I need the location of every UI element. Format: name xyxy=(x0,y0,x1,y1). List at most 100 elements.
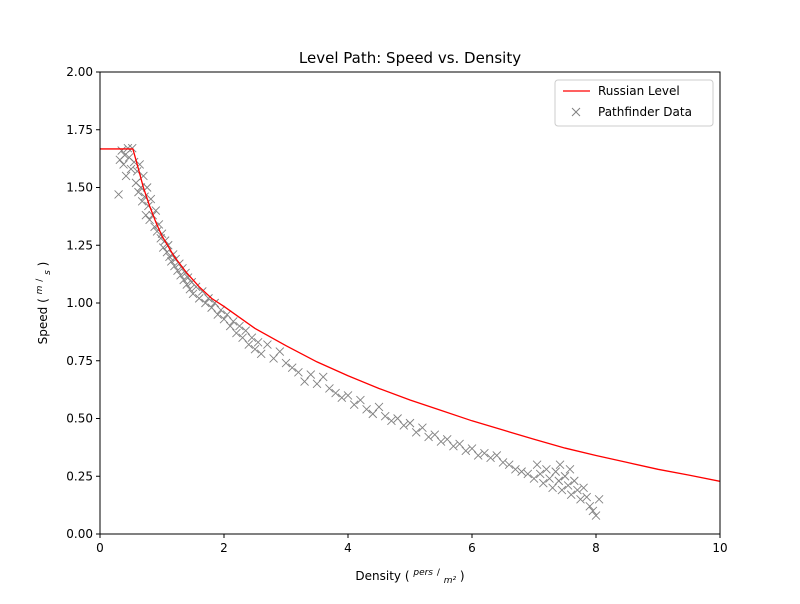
data-point xyxy=(121,171,131,181)
y-tick-label: 0.75 xyxy=(66,354,93,368)
data-point xyxy=(405,418,415,428)
data-point xyxy=(380,411,390,421)
data-point xyxy=(418,423,427,433)
data-point xyxy=(137,197,147,206)
y-tick-label: 1.75 xyxy=(66,123,93,137)
series-line-russian-level xyxy=(100,148,720,482)
data-point xyxy=(145,215,154,225)
data-point xyxy=(158,243,168,252)
data-point xyxy=(204,294,213,303)
y-axis-label-text: Speed xyxy=(36,307,50,345)
data-point xyxy=(393,414,402,423)
x-axis-label-paren-close: ) xyxy=(460,569,465,583)
data-point xyxy=(253,337,263,347)
data-point xyxy=(424,432,433,442)
data-point xyxy=(356,395,365,405)
data-point xyxy=(225,321,235,331)
data-point xyxy=(565,465,575,474)
y-tick-label: 0.00 xyxy=(66,527,93,541)
line-series-russian-level xyxy=(100,148,720,482)
data-point xyxy=(551,467,561,476)
data-point xyxy=(275,347,285,356)
data-point xyxy=(430,430,440,439)
data-point xyxy=(566,490,576,500)
data-point xyxy=(576,495,585,504)
y-tick-label: 1.00 xyxy=(66,296,93,310)
legend-box xyxy=(554,79,714,127)
data-point xyxy=(374,402,384,412)
data-point xyxy=(535,469,545,479)
data-point xyxy=(318,372,328,382)
data-point xyxy=(166,257,176,266)
data-point xyxy=(216,305,226,315)
data-point xyxy=(523,469,533,479)
data-point xyxy=(325,384,334,393)
data-point xyxy=(480,448,489,458)
data-point xyxy=(492,451,502,460)
data-point xyxy=(238,333,247,342)
data-point xyxy=(152,227,162,236)
data-point xyxy=(287,363,297,372)
x-tick-label: 8 xyxy=(592,541,600,555)
data-point xyxy=(207,303,216,312)
data-point xyxy=(343,391,353,400)
data-point xyxy=(222,310,232,319)
data-point xyxy=(269,354,278,363)
data-point xyxy=(473,451,483,460)
data-point xyxy=(247,333,257,342)
data-point xyxy=(362,404,371,414)
data-point xyxy=(263,340,272,349)
data-point xyxy=(387,416,396,426)
legend-label-russian-level: Russian Level xyxy=(598,84,680,98)
data-point xyxy=(191,282,201,292)
x-tick-label: 4 xyxy=(344,541,352,555)
y-tick-label: 0.25 xyxy=(66,469,93,483)
x-axis-label: Density ( pers / m² ) xyxy=(355,564,464,586)
x-tick-label: 6 xyxy=(468,541,476,555)
data-point xyxy=(529,474,539,483)
data-point xyxy=(256,349,266,359)
data-point xyxy=(337,393,347,403)
data-point xyxy=(151,206,161,215)
y-axis-label: Speed ( m / s ) xyxy=(31,262,53,345)
data-point xyxy=(188,289,198,299)
data-point xyxy=(585,501,595,511)
data-point xyxy=(573,485,582,495)
data-point xyxy=(250,344,260,354)
data-point xyxy=(126,164,136,174)
data-point xyxy=(532,460,542,470)
data-point xyxy=(294,367,303,377)
x-tick-label: 0 xyxy=(96,541,104,555)
scatter-series-pathfinder-data xyxy=(114,143,604,520)
data-point xyxy=(173,266,182,275)
x-axis-label-text: Density xyxy=(355,569,401,583)
data-point xyxy=(141,210,151,220)
data-point xyxy=(114,190,123,199)
data-point xyxy=(179,275,189,285)
data-point xyxy=(197,287,207,296)
y-tick-label: 1.25 xyxy=(66,238,93,252)
data-point xyxy=(545,474,554,483)
data-point xyxy=(588,506,598,516)
y-axis-unit-denominator: s xyxy=(43,270,53,275)
y-axis-unit-numerator: m xyxy=(35,285,45,294)
data-point xyxy=(467,444,477,453)
data-point xyxy=(548,483,557,493)
legend: Russian Level Pathfinder Data xyxy=(554,79,714,127)
data-point xyxy=(399,421,409,430)
data-point xyxy=(176,270,185,280)
x-axis: 0 2 4 6 8 10 xyxy=(96,534,728,555)
data-point xyxy=(123,143,133,153)
data-point xyxy=(210,298,220,308)
data-point xyxy=(185,284,195,294)
data-point xyxy=(436,437,446,446)
data-point xyxy=(449,441,458,451)
legend-swatch-pathfinder-data xyxy=(571,107,581,117)
y-tick-label: 1.50 xyxy=(66,181,93,195)
data-point xyxy=(117,146,127,155)
data-point xyxy=(120,150,130,160)
data-point xyxy=(486,453,495,463)
data-point xyxy=(194,294,204,303)
plot-area xyxy=(99,71,721,535)
